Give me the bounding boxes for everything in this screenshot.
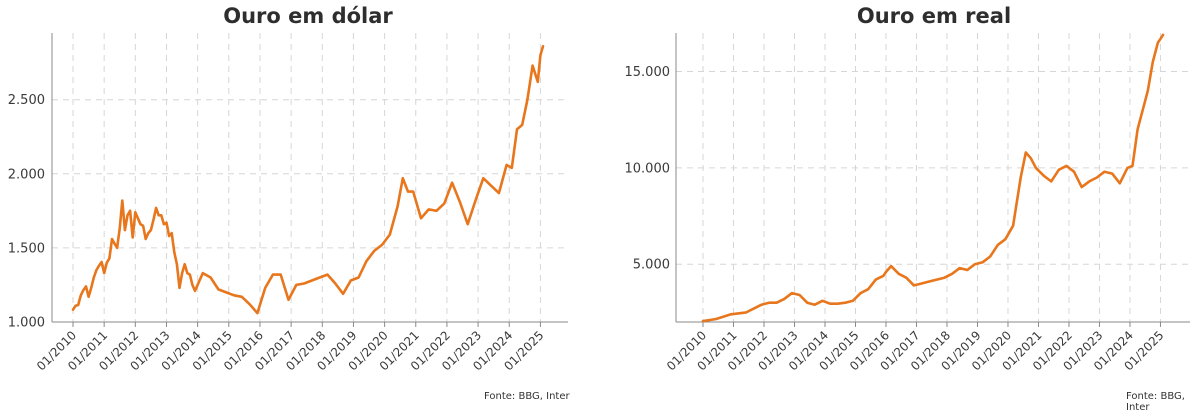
y-tick-label: 1.500	[8, 241, 45, 256]
y-tick-label: 2.500	[8, 93, 45, 108]
line-chart-brl: 5.00010.00015.00001/201001/201101/201201…	[625, 33, 1190, 373]
source-note: Fonte: BBG, Inter	[1126, 391, 1185, 413]
line-chart-usd: 1.0001.5002.0002.50001/201001/201101/201…	[8, 33, 568, 373]
chart-title: Ouro em dólar	[223, 4, 393, 28]
y-tick-label: 5.000	[633, 258, 670, 273]
series-line	[701, 33, 1165, 323]
y-tick-label: 10.000	[625, 161, 671, 176]
series-line	[71, 44, 545, 315]
chart-panel-usd: Ouro em dólar 1.000 1.500 2.000 2.500 01/201…	[0, 0, 600, 410]
y-tick-label: 2.000	[8, 167, 45, 182]
chart-title: Ouro em real	[856, 4, 1012, 28]
y-tick-label: 15.000	[625, 65, 671, 80]
source-note: Fonte: BBG, Inter	[484, 391, 570, 402]
y-tick-label: 1.000	[8, 316, 45, 331]
chart-panel-brl: Ouro em real 5.000 10.000 15.000 01/2010 01/…	[600, 0, 1200, 413]
